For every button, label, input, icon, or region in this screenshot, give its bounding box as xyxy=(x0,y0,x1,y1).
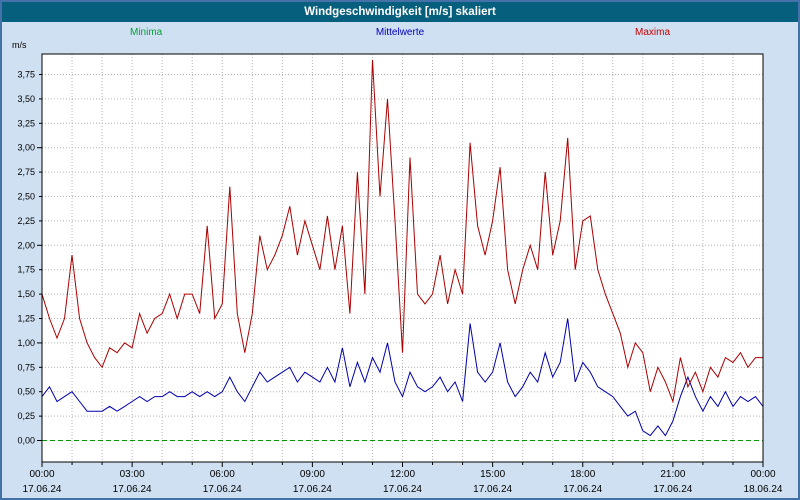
y-tick-label: 3,75 xyxy=(17,69,35,79)
x-date-label: 17.06.24 xyxy=(203,484,242,495)
y-tick-label: 3,00 xyxy=(17,143,35,153)
legend-minima: Minima xyxy=(130,27,163,38)
y-tick-label: 2,50 xyxy=(17,192,35,202)
y-axis-unit-label: m/s xyxy=(12,40,27,50)
y-tick-label: 2,00 xyxy=(17,240,35,250)
x-tick-label: 15:00 xyxy=(480,469,505,480)
y-tick-label: 0,75 xyxy=(17,362,35,372)
y-tick-label: 1,50 xyxy=(17,289,35,299)
x-tick-label: 09:00 xyxy=(300,469,325,480)
y-tick-label: 3,25 xyxy=(17,118,35,128)
legend-mittelwerte: Mittelwerte xyxy=(375,27,425,38)
y-tick-label: 1,25 xyxy=(17,314,35,324)
x-date-label: 17.06.24 xyxy=(293,484,332,495)
mittelwerte-line xyxy=(41,318,764,437)
x-tick-label: 06:00 xyxy=(210,469,235,480)
x-tick-label: 00:00 xyxy=(750,469,775,480)
y-tick-label: 1,00 xyxy=(17,338,35,348)
legend-maxima: Maxima xyxy=(635,27,671,38)
x-date-label: 17.06.24 xyxy=(383,484,422,495)
x-tick-label: 12:00 xyxy=(390,469,415,480)
x-tick-label: 03:00 xyxy=(120,469,145,480)
x-date-label: 17.06.24 xyxy=(473,484,512,495)
y-tick-label: 0,00 xyxy=(17,436,35,446)
x-date-label: 17.06.24 xyxy=(653,484,692,495)
x-date-label: 17.06.24 xyxy=(563,484,602,495)
x-tick-label: 18:00 xyxy=(570,469,595,480)
y-tick-label: 1,75 xyxy=(17,265,35,275)
y-tick-label: 3,50 xyxy=(17,94,35,104)
y-tick-label: 2,75 xyxy=(17,167,35,177)
y-tick-label: 0,25 xyxy=(17,411,35,421)
x-date-label: 18.06.24 xyxy=(744,484,783,495)
x-tick-label: 21:00 xyxy=(660,469,685,480)
y-tick-label: 0,50 xyxy=(17,387,35,397)
window-title: Windgeschwindigkeit [m/s] skaliert xyxy=(2,2,798,22)
x-date-label: 17.06.24 xyxy=(23,484,62,495)
x-date-label: 17.06.24 xyxy=(113,484,152,495)
x-tick-label: 00:00 xyxy=(29,469,54,480)
maxima-line xyxy=(41,59,763,404)
y-tick-label: 2,25 xyxy=(17,216,35,226)
